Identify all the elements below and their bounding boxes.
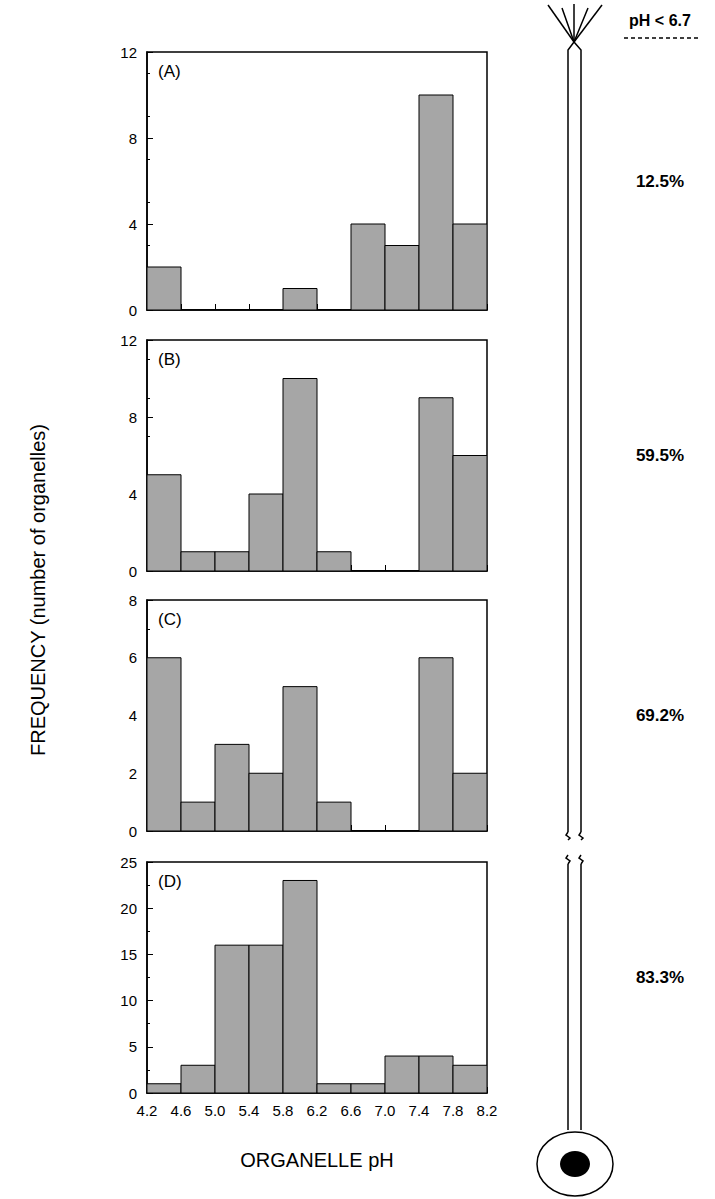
svg-text:7.8: 7.8 [443, 1102, 464, 1119]
svg-text:8.2: 8.2 [477, 1102, 498, 1119]
svg-text:8: 8 [129, 130, 137, 147]
svg-text:(B): (B) [158, 350, 181, 369]
svg-text:69.2%: 69.2% [636, 706, 684, 725]
svg-text:0: 0 [129, 563, 137, 580]
svg-text:(D): (D) [158, 872, 182, 891]
svg-text:FREQUENCY (number of organelle: FREQUENCY (number of organelles) [27, 424, 49, 756]
svg-text:6.6: 6.6 [341, 1102, 362, 1119]
svg-text:5.4: 5.4 [239, 1102, 260, 1119]
svg-text:8: 8 [129, 409, 137, 426]
svg-text:(A): (A) [158, 62, 181, 81]
svg-text:7.0: 7.0 [375, 1102, 396, 1119]
svg-text:4: 4 [129, 216, 137, 233]
svg-text:20: 20 [120, 900, 137, 917]
svg-text:0: 0 [129, 302, 137, 319]
svg-text:(C): (C) [158, 610, 182, 629]
svg-text:4.2: 4.2 [137, 1102, 158, 1119]
svg-text:2: 2 [129, 765, 137, 782]
svg-text:15: 15 [120, 946, 137, 963]
svg-text:pH < 6.7: pH < 6.7 [629, 12, 691, 29]
svg-text:12: 12 [120, 332, 137, 349]
svg-text:83.3%: 83.3% [636, 968, 684, 987]
svg-text:4: 4 [129, 486, 137, 503]
svg-text:12.5%: 12.5% [636, 172, 684, 191]
svg-text:8: 8 [129, 592, 137, 609]
svg-text:7.4: 7.4 [409, 1102, 430, 1119]
svg-text:6: 6 [129, 649, 137, 666]
svg-text:0: 0 [129, 823, 137, 840]
svg-text:4.6: 4.6 [171, 1102, 192, 1119]
svg-text:59.5%: 59.5% [636, 446, 684, 465]
svg-text:5: 5 [129, 1038, 137, 1055]
svg-text:4: 4 [129, 707, 137, 724]
svg-text:5.0: 5.0 [205, 1102, 226, 1119]
svg-text:0: 0 [129, 1085, 137, 1102]
svg-text:5.8: 5.8 [273, 1102, 294, 1119]
svg-text:12: 12 [120, 44, 137, 61]
svg-text:10: 10 [120, 992, 137, 1009]
svg-text:ORGANELLE pH: ORGANELLE pH [240, 1149, 393, 1171]
svg-text:6.2: 6.2 [307, 1102, 328, 1119]
svg-text:25: 25 [120, 854, 137, 871]
